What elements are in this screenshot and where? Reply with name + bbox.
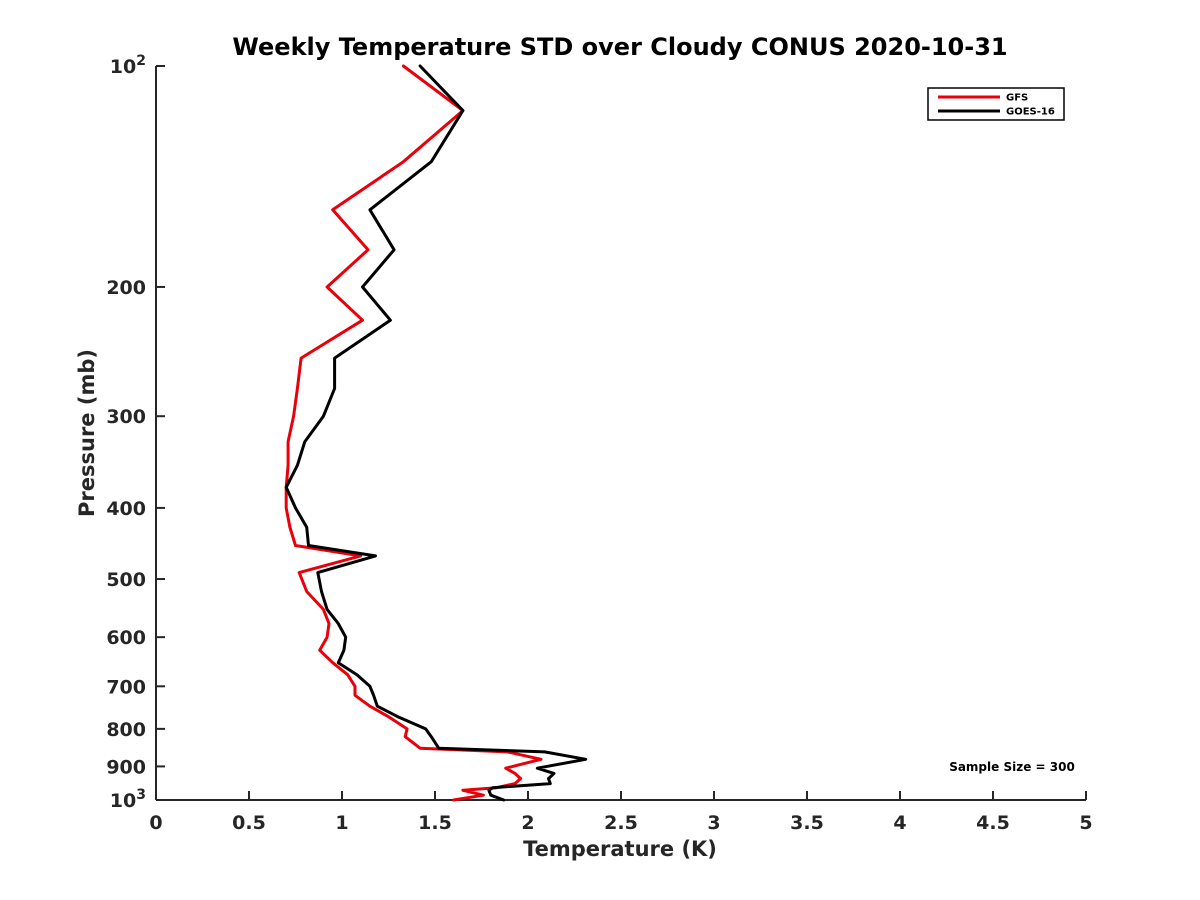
- y-tick-label: 103: [110, 787, 146, 812]
- y-tick-label: 800: [106, 719, 146, 741]
- x-tick-label: 0: [149, 812, 162, 834]
- x-ticks: 0 0.5 1 1.5 2 2.5 3 3.5 4 4.5 5: [149, 791, 1093, 834]
- x-tick-label: 0.5: [232, 812, 266, 834]
- x-tick-label: 3: [707, 812, 720, 834]
- x-tick-label: 1.5: [418, 812, 452, 834]
- sample-size-annotation: Sample Size = 300: [949, 760, 1075, 774]
- x-tick-label: 2.5: [604, 812, 638, 834]
- series-line-goes-16: [284, 64, 588, 802]
- x-tick-label: 1: [335, 812, 348, 834]
- x-tick-label: 2: [521, 812, 534, 834]
- chart-title: Weekly Temperature STD over Cloudy CONUS…: [232, 33, 1007, 61]
- x-tick-label: 4.5: [976, 812, 1010, 834]
- y-tick-label: 600: [106, 627, 146, 649]
- plot-area: 0 0.5 1 1.5 2 2.5 3 3.5 4 4.5 5 102 200 300 400 500 600…: [106, 53, 1092, 834]
- x-tick-label: 3.5: [790, 812, 824, 834]
- legend-box: [927, 87, 1065, 121]
- series-group: [284, 64, 588, 802]
- y-tick-label: 700: [106, 676, 146, 698]
- x-tick-label: 4: [893, 812, 906, 834]
- legend-label-gfs: GFS: [1006, 93, 1028, 104]
- y-tick-label: 200: [106, 277, 146, 299]
- y-axis-label: Pressure (mb): [75, 349, 99, 517]
- y-tick-label: 400: [106, 498, 146, 520]
- legend: GFS GOES-16: [927, 87, 1065, 121]
- x-tick-label: 5: [1079, 812, 1092, 834]
- y-ticks: 102 200 300 400 500 600 700 800 900 103: [106, 53, 165, 812]
- x-axis-label: Temperature (K): [523, 837, 717, 861]
- y-tick-label: 900: [106, 756, 146, 778]
- legend-label-goes-16: GOES-16: [1006, 107, 1055, 118]
- y-tick-label: 500: [106, 569, 146, 591]
- series-line-gfs: [284, 64, 543, 802]
- y-tick-label: 300: [106, 406, 146, 428]
- y-tick-label: 102: [110, 53, 146, 78]
